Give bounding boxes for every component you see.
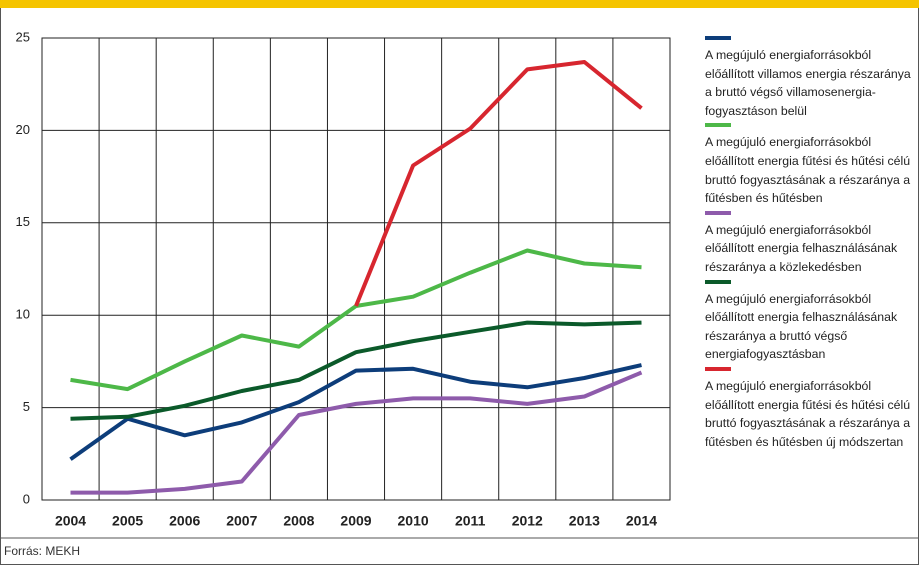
legend-entry: A megújuló energiaforrásokból előállítot… [705, 279, 917, 364]
legend: A megújuló energiaforrásokból előállítot… [705, 33, 917, 451]
x-tick-label: 2008 [283, 513, 314, 529]
series-line [70, 320, 642, 421]
y-tick-label: 20 [16, 122, 30, 137]
legend-label: A megújuló energiaforrásokból előállítot… [705, 48, 911, 118]
x-tick-label: 2013 [569, 513, 600, 529]
y-tick-label: 5 [23, 399, 30, 414]
series-line [69, 363, 642, 461]
legend-swatch [705, 210, 731, 215]
plot-area [41, 37, 671, 501]
legend-swatch [705, 123, 731, 128]
x-tick-label: 2007 [226, 513, 257, 529]
legend-entry: A megújuló energiaforrásokból előállítot… [705, 210, 917, 277]
series-line [70, 370, 643, 495]
legend-label: A megújuló energiaforrásokból előállítot… [705, 378, 911, 449]
legend-entry: A megújuló energiaforrásokból előállítot… [705, 366, 917, 451]
header-strip [0, 0, 919, 8]
series-line [354, 60, 643, 307]
y-tick-label: 10 [16, 307, 30, 322]
x-tick-label: 2011 [455, 513, 486, 529]
legend-swatch [705, 366, 731, 371]
x-tick-label: 2010 [398, 513, 429, 529]
x-tick-label: 2005 [112, 513, 143, 529]
x-tick-label: 2009 [340, 513, 371, 529]
source: Forrás: MEKH [4, 544, 81, 558]
y-tick-label: 25 [16, 29, 30, 44]
y-tick-label: 15 [16, 214, 30, 229]
legend-label: A megújuló energiaforrásokból előállítot… [705, 135, 911, 206]
legend-label: A megújuló energiaforrásokból előállítot… [705, 222, 898, 274]
legend-entry: A megújuló energiaforrásokból előállítot… [705, 123, 917, 207]
legend-entry: A megújuló energiaforrásokból előállítot… [705, 36, 917, 120]
legend-swatch [705, 36, 731, 40]
x-tick-label: 2014 [626, 513, 657, 529]
legend-label: A megújuló energiaforrásokból előállítot… [705, 291, 898, 362]
legend-swatch [705, 279, 731, 284]
x-tick-label: 2006 [169, 513, 200, 529]
y-tick-label: 0 [23, 491, 30, 506]
x-tick-label: 2012 [512, 513, 543, 529]
x-tick-label: 2004 [55, 513, 86, 529]
